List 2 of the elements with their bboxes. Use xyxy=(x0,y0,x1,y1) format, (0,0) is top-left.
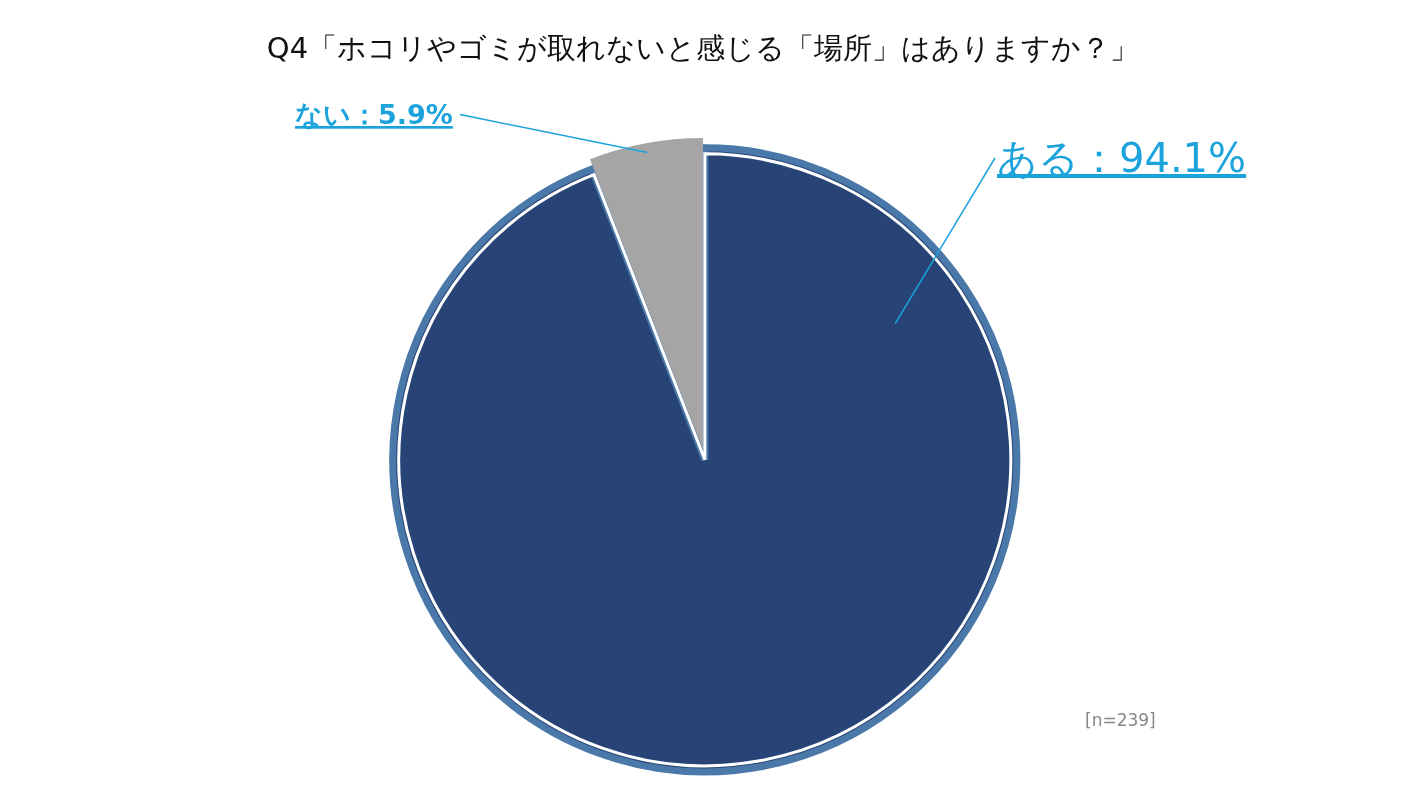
annotation: [n=239] xyxy=(1085,710,1156,730)
title: Q4「ホコリやゴミが取れないと感じる「場所」はありますか？」 xyxy=(266,31,1140,65)
